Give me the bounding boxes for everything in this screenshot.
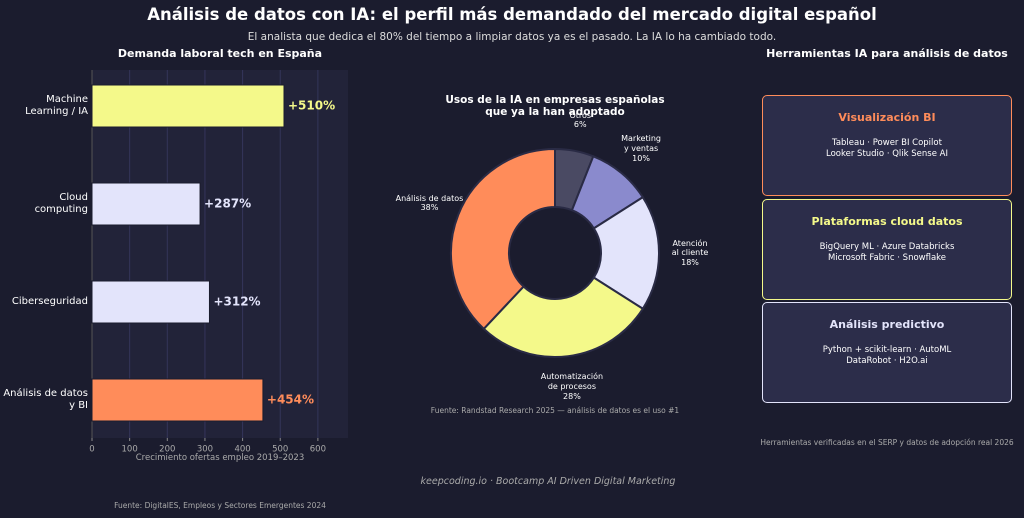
category-label: Cloud computing (34, 192, 88, 215)
slice-label: Marketing y ventas (621, 134, 661, 154)
tools-title: Herramientas IA para análisis de datos (766, 47, 1008, 60)
slice-value-label: 18% (681, 257, 699, 267)
slice-label-box: Otros 6% (525, 111, 635, 130)
slice-value-label: 28% (563, 391, 581, 401)
x-tick-label: 0 (89, 445, 94, 455)
x-tick-label: 300 (197, 445, 213, 455)
bar (91, 378, 264, 422)
page-subtitle: El analista que dedica el 80% del tiempo… (247, 31, 777, 43)
category-label: Análisis de datos y BI (3, 388, 88, 411)
slice-label: Automatización de procesos (540, 372, 604, 392)
x-tick-label: 500 (272, 445, 288, 455)
slice-label: Atención al cliente (671, 238, 709, 258)
bar-source: Fuente: DigitalES, Empleos y Sectores Em… (114, 501, 326, 510)
category-label: Ciberseguridad (11, 296, 88, 307)
card-title: Análisis predictivo (829, 318, 945, 331)
x-tick-label: 400 (234, 445, 250, 455)
card-line: DataRobot · H2O.ai (846, 356, 928, 367)
page-title: Análisis de datos con IA: el perfil más … (147, 5, 877, 24)
category-label: Machine Learning / IA (25, 94, 88, 117)
bar (91, 84, 285, 128)
bar-value-label: +454% (267, 393, 314, 407)
tool-card: Análisis predictivo Python + scikit-learn… (762, 302, 1012, 403)
card-title: Plataformas cloud datos (811, 214, 963, 228)
x-tick-label: 600 (310, 445, 326, 455)
pie-title: Usos de la IA en empresas españolas que … (445, 94, 665, 119)
slice-value-label: 10% (632, 153, 650, 163)
card-line: Tableau · Power BI Copilot (832, 138, 942, 148)
card-line: Looker Studio · Qlik Sense AI (826, 149, 948, 160)
slice-label-box: Marketing y ventas 10% (586, 134, 696, 163)
spacer (763, 331, 1011, 345)
bar-value-label: +312% (213, 295, 260, 309)
card-title: Visualización BI (838, 111, 936, 124)
spacer (763, 124, 1011, 138)
pie-slice (482, 276, 645, 358)
slice-label-box: Análisis de datos 38% (374, 194, 484, 213)
spacer (763, 228, 1011, 242)
card-line: Microsoft Fabric · Snowflake (827, 252, 947, 263)
bar-value-label: +287% (204, 197, 251, 211)
slice-label: Análisis de datos (395, 193, 464, 203)
bar (91, 280, 210, 324)
pie-source: Fuente: Randstad Research 2025 — análisi… (430, 406, 680, 415)
pie-slice (450, 147, 556, 331)
x-axis-label: Crecimiento ofertas empleo 2019–2023 (135, 453, 305, 463)
card-line: Python + scikit-learn · AutoML (822, 345, 952, 355)
tool-card: Plataformas cloud datos BigQuery ML · Azu… (762, 198, 1012, 300)
tool-card: Visualización BI Tableau · Power BI Copil… (762, 95, 1012, 196)
x-tick-label: 100 (122, 445, 138, 455)
tools-note: Herramientas verificadas en el SERP y da… (760, 438, 1014, 447)
slice-value-label: 38% (420, 203, 439, 213)
plot-area (92, 70, 348, 438)
bar-chart-title: Demanda laboral tech en España (117, 47, 323, 60)
slice-label-box: Automatización de procesos 28% (517, 372, 627, 401)
slice-label: Otros (569, 110, 592, 120)
slice-value-label: 6% (573, 120, 587, 130)
footer: keepcoding.io · Bootcamp AI Driven Digit… (420, 476, 676, 487)
slice-label-box: Atención al cliente 18% (635, 239, 745, 268)
x-tick-label: 200 (159, 445, 175, 455)
bar (91, 182, 201, 226)
card-line: BigQuery ML · Azure Databricks (819, 241, 955, 252)
bar-value-label: +510% (288, 99, 335, 113)
